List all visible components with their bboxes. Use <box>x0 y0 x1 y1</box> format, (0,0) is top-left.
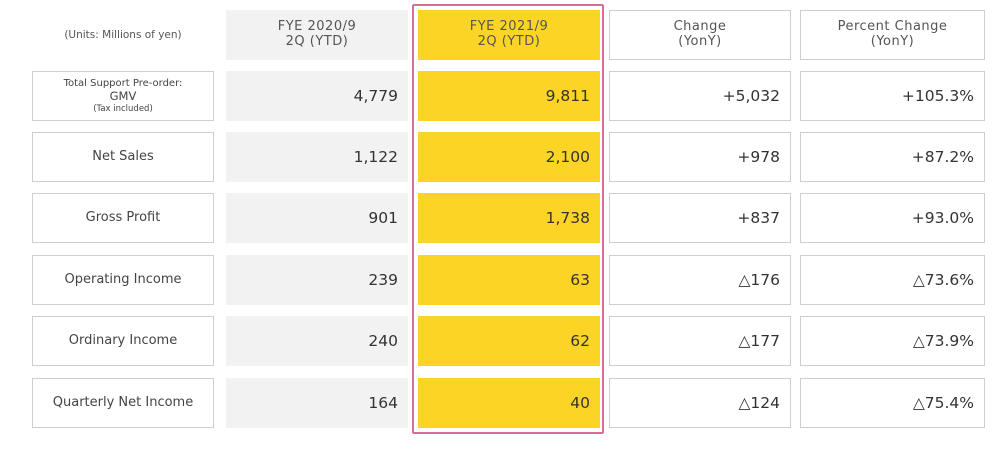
table-cell-percent: △75.4% <box>800 378 985 428</box>
header-fye-2021: FYE 2021/9 2Q (YTD) <box>418 10 600 60</box>
header-change-line1: Change <box>673 19 727 35</box>
table-cell-prev: 164 <box>226 378 408 428</box>
table-cell-curr: 62 <box>418 316 600 366</box>
table-cell-change: +978 <box>609 132 791 182</box>
gmv-label-line3: (Tax included) <box>93 103 153 114</box>
table-cell-change: +5,032 <box>609 71 791 121</box>
row-label-ordinary-income: Ordinary Income <box>32 316 214 366</box>
header-percent-change-line1: Percent Change <box>837 19 948 35</box>
header-fye-2020-line1: FYE 2020/9 <box>277 19 357 35</box>
row-label-operating-income: Operating Income <box>32 255 214 305</box>
header-fye-2021-line2: 2Q (YTD) <box>477 34 541 49</box>
header-fye-2021-line1: FYE 2021/9 <box>469 19 549 35</box>
header-percent-change: Percent Change (YonY) <box>800 10 985 60</box>
table-cell-prev: 240 <box>226 316 408 366</box>
table-cell-change: △124 <box>609 378 791 428</box>
header-fye-2020: FYE 2020/9 2Q (YTD) <box>226 10 408 60</box>
gmv-label-line2: GMV <box>109 89 137 103</box>
table-cell-change: △176 <box>609 255 791 305</box>
header-fye-2020-line2: 2Q (YTD) <box>285 34 349 49</box>
table-cell-percent: +93.0% <box>800 193 985 243</box>
table-cell-percent: △73.6% <box>800 255 985 305</box>
table-cell-change: +837 <box>609 193 791 243</box>
table-cell-curr: 40 <box>418 378 600 428</box>
header-percent-change-line2: (YonY) <box>870 34 915 49</box>
table-cell-prev: 901 <box>226 193 408 243</box>
table-cell-prev: 4,779 <box>226 71 408 121</box>
row-label-quarterly-net-income: Quarterly Net Income <box>32 378 214 428</box>
table-cell-curr: 1,738 <box>418 193 600 243</box>
table-cell-curr: 2,100 <box>418 132 600 182</box>
table-cell-prev: 239 <box>226 255 408 305</box>
table-cell-percent: +87.2% <box>800 132 985 182</box>
table-cell-change: △177 <box>609 316 791 366</box>
row-label-gross-profit: Gross Profit <box>32 193 214 243</box>
units-note: (Units: Millions of yen) <box>64 29 182 41</box>
header-change: Change (YonY) <box>609 10 791 60</box>
row-label-net-sales: Net Sales <box>32 132 214 182</box>
table-cell-curr: 63 <box>418 255 600 305</box>
gmv-label-line1: Total Support Pre-order: <box>63 78 183 89</box>
row-label-gmv: Total Support Pre-order: GMV (Tax includ… <box>32 71 214 121</box>
header-change-line2: (YonY) <box>678 34 722 49</box>
table-cell-curr: 9,811 <box>418 71 600 121</box>
table-cell-prev: 1,122 <box>226 132 408 182</box>
table-cell-percent: △73.9% <box>800 316 985 366</box>
table-cell-percent: +105.3% <box>800 71 985 121</box>
